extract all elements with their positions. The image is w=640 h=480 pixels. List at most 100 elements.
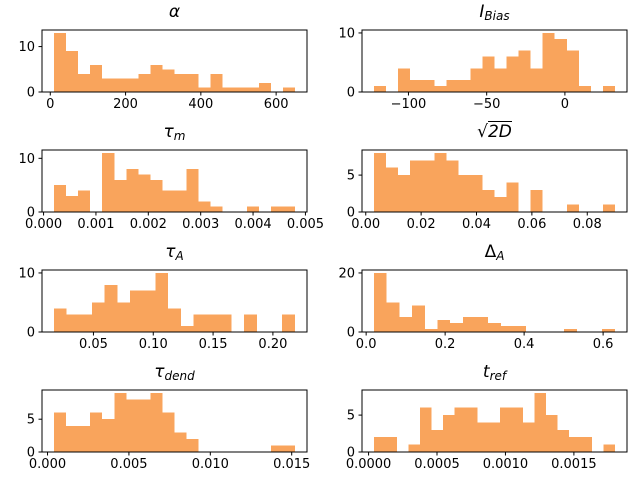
histogram-bar: [422, 80, 435, 92]
axes-spines: [41, 29, 308, 93]
histogram-bar: [465, 407, 478, 452]
y-tick-label: 10: [338, 26, 355, 41]
histogram-bar: [162, 190, 175, 212]
histogram-bar: [488, 323, 501, 332]
x-tick-label: 0.004: [234, 217, 271, 232]
histogram-bar: [518, 50, 531, 92]
chart-title-base: t: [482, 362, 490, 382]
x-tick-label: 0.00: [351, 217, 380, 232]
histogram-bar: [270, 445, 283, 452]
histogram-bar: [422, 160, 435, 212]
histogram-bar: [130, 290, 143, 332]
histogram-bar: [374, 437, 386, 452]
y-tick-label: 20: [338, 266, 355, 281]
histogram-bar: [66, 425, 79, 452]
histogram-bar: [79, 314, 93, 332]
histogram-bar: [494, 197, 507, 212]
histogram-bar: [174, 190, 187, 212]
histogram-bar: [399, 317, 413, 332]
x-tick-label: 0.0010: [483, 457, 529, 472]
histogram-bar: [437, 320, 451, 332]
histogram-bar: [442, 415, 455, 452]
axes-spines: [41, 389, 308, 453]
histogram-bar: [102, 78, 115, 92]
histogram-plot: 0.05 0.10 0.15 0.20 0 10: [18, 266, 308, 352]
histogram-plot: −100 −50 0 0 10: [338, 26, 628, 112]
histogram-bar: [186, 169, 199, 212]
chart-title-subscript: dend: [164, 369, 195, 383]
histogram-bar: [410, 80, 423, 92]
chart-title-base: α: [168, 2, 181, 22]
chart-title-subscript: ref: [489, 369, 507, 383]
histogram-bar: [434, 86, 447, 92]
histogram-bar: [54, 185, 67, 212]
histogram-bar: [78, 425, 91, 452]
x-tick-label: 0.08: [573, 217, 602, 232]
y-tick-label: 10: [18, 266, 35, 281]
histogram-bar: [282, 87, 295, 92]
axes-spines: [361, 149, 628, 213]
chart-title-base: Δ: [484, 242, 497, 262]
x-tick-label: 0.0015: [551, 457, 597, 472]
histogram-bar: [506, 56, 519, 92]
histogram-bar: [66, 314, 80, 332]
histogram-plot: 0.0000 0.0005 0.0010 0.0015 0 5: [346, 389, 628, 472]
histogram-bar: [566, 204, 579, 212]
histogram-bar: [557, 429, 570, 452]
chart-title-subscript: A: [496, 249, 505, 263]
chart-title: √α: [42, 2, 307, 26]
subplot-tau-a: √τA 0.05 0.10 0.15 0.20 0 10: [0, 240, 320, 360]
histogram-bar: [114, 78, 127, 92]
x-tick-label: 0.0005: [414, 457, 460, 472]
x-tick-label: 0.0: [356, 337, 377, 352]
histogram-bar: [66, 51, 79, 92]
x-tick-label: 0: [46, 97, 54, 112]
x-tick-label: 600: [264, 97, 289, 112]
y-tick-label: 5: [347, 169, 355, 184]
subplot-tau-dend: √τdend 0.000 0.005 0.010 0.015 0 5: [0, 360, 320, 480]
subplot-t-ref: √tref 0.0000 0.0005 0.0010 0.0015 0 5: [320, 360, 640, 480]
x-tick-label: 0.6: [593, 337, 614, 352]
axes-spines: [41, 269, 308, 333]
histogram-bar: [150, 64, 163, 92]
chart-title: √τm: [42, 122, 307, 146]
histogram-bar: [374, 86, 387, 92]
subplot-sqrt-2d: √2D 0.00 0.02 0.04 0.06 0.08 0 5: [320, 120, 640, 240]
axes-spines: [361, 29, 628, 93]
histogram-bar: [142, 290, 156, 332]
histogram-bar: [564, 329, 577, 332]
x-tick-label: 0.005: [110, 457, 147, 472]
histogram-bar: [174, 432, 187, 452]
histogram-bar: [282, 206, 295, 212]
histogram-bar: [138, 174, 151, 212]
histogram-bar: [506, 182, 519, 212]
histogram-bar: [385, 437, 397, 452]
subplot-tau-m: √τm 0.000 0.001 0.002 0.003 0.004 0.005 0 10: [0, 120, 324, 240]
histogram-bar: [386, 167, 399, 212]
histogram-plot: 0.000 0.001 0.002 0.003 0.004 0.005 0 10: [18, 149, 324, 232]
histogram-bar: [78, 190, 91, 212]
x-tick-label: 400: [188, 97, 213, 112]
histogram-bar: [138, 399, 151, 452]
y-tick-label: 5: [27, 413, 35, 428]
histogram-bar: [155, 272, 169, 332]
chart-title: √IBias: [362, 2, 627, 26]
histogram-bar: [150, 179, 163, 212]
x-tick-label: 0.010: [192, 457, 229, 472]
histogram-bar: [186, 438, 199, 452]
histogram-bar: [454, 407, 466, 452]
histogram-bar: [210, 73, 223, 92]
histogram-bar: [126, 399, 139, 452]
histogram-bar: [462, 317, 476, 332]
histogram-bar: [222, 87, 235, 92]
histogram-bar: [569, 437, 581, 452]
histogram-bar: [162, 69, 175, 92]
y-tick-label: 0: [347, 446, 355, 461]
histogram-bar: [150, 392, 163, 452]
y-tick-label: 10: [18, 152, 35, 167]
chart-title: √ΔA: [362, 242, 627, 266]
y-tick-label: 10: [18, 40, 35, 55]
chart-title: √tref: [362, 362, 627, 386]
histogram-bar: [530, 189, 543, 212]
